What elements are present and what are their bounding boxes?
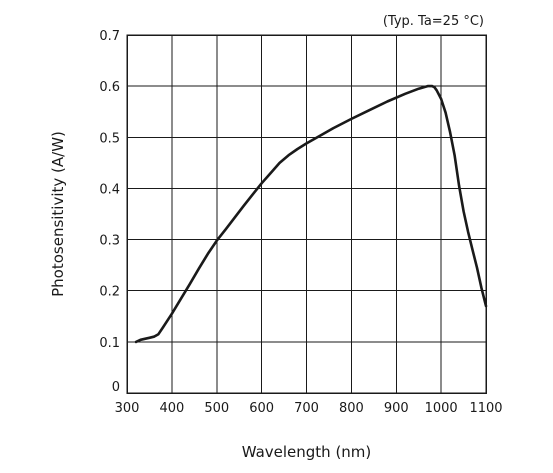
series-layer xyxy=(134,84,488,344)
y-tick-label: 0 xyxy=(112,380,120,395)
x-tick-label: 900 xyxy=(384,401,409,416)
y-tick-label: 0.3 xyxy=(99,234,120,249)
y-tick-label: 0.7 xyxy=(99,29,120,44)
x-tick-label: 1100 xyxy=(469,401,502,416)
x-tick-label: 1000 xyxy=(425,401,458,416)
x-tick-label: 300 xyxy=(115,401,140,416)
plot-frame xyxy=(126,34,487,394)
y-tick-labels: 0 0.1 0.2 0.3 0.4 0.5 0.6 0.7 xyxy=(99,29,120,395)
y-axis-title: Photosensitivity (A/W) xyxy=(49,131,67,297)
y-tick-label: 0.5 xyxy=(99,131,120,146)
series-line xyxy=(134,84,488,344)
x-tick-labels: 300 400 500 600 700 800 900 1000 1100 xyxy=(115,401,503,416)
y-tick-label: 0.6 xyxy=(99,80,120,95)
y-tick-label: 0.2 xyxy=(99,285,120,300)
y-tick-label: 0.1 xyxy=(99,336,120,351)
x-axis-title: Wavelength (nm) xyxy=(242,443,372,461)
x-tick-label: 800 xyxy=(339,401,364,416)
x-tick-label: 700 xyxy=(294,401,319,416)
x-tick-label: 500 xyxy=(204,401,229,416)
x-tick-label: 600 xyxy=(249,401,274,416)
chart-annotation: (Typ. Ta=25 °C) xyxy=(383,14,484,29)
x-tick-label: 400 xyxy=(159,401,184,416)
y-tick-label: 0.4 xyxy=(99,182,120,197)
